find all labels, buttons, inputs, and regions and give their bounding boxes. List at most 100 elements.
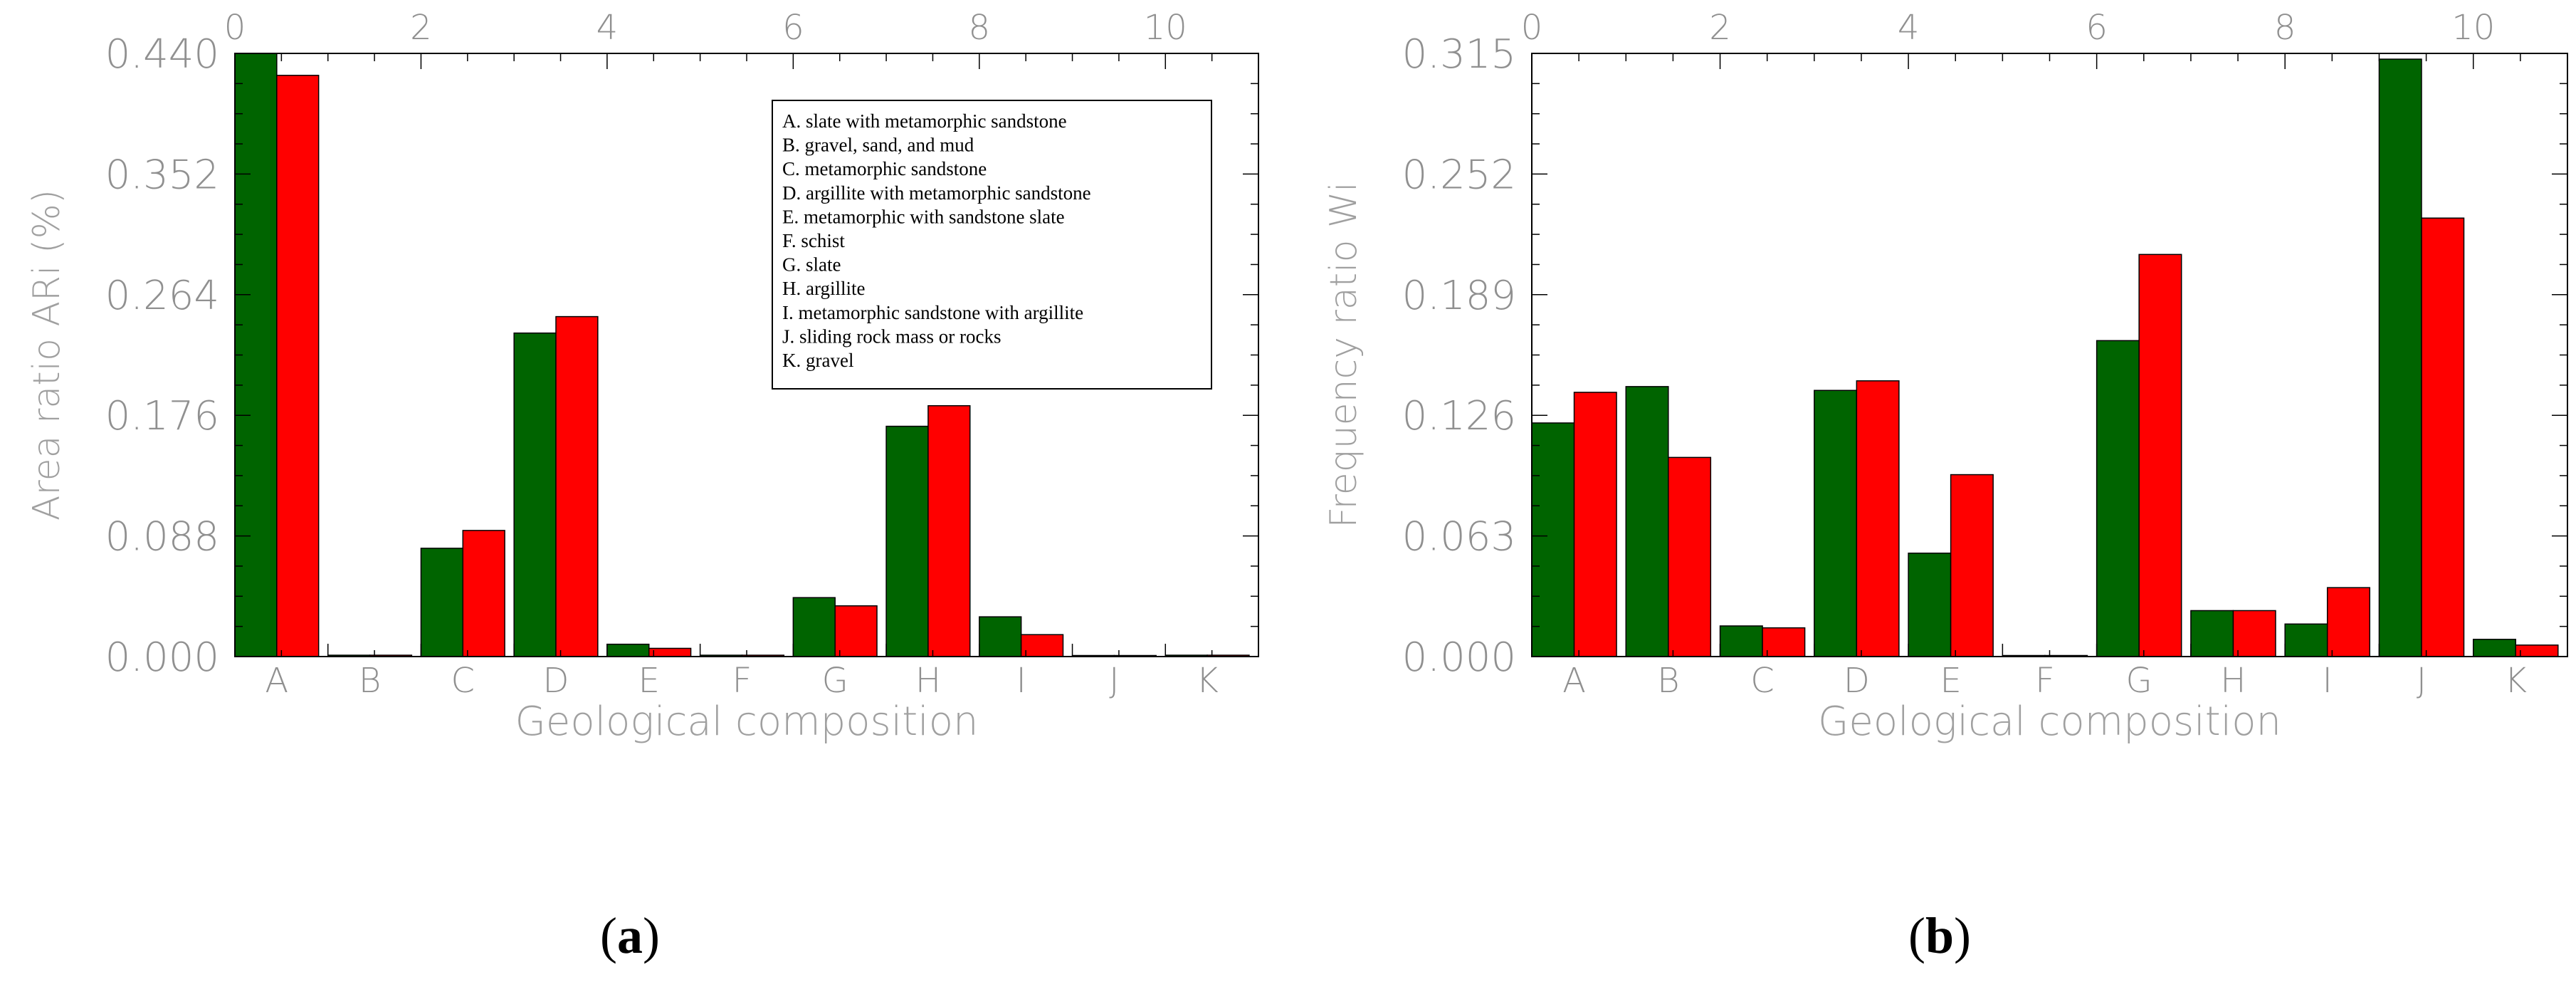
category-label: D [1844,661,1870,701]
top-tick-label: 6 [2086,8,2108,48]
legend-entry: B. gravel, sand, and mud [782,135,974,156]
bar-I-series-2 [1020,634,1064,657]
legend-entry: I. metamorphic sandstone with argillite [782,302,1083,323]
bar-H-series-1 [2190,610,2234,657]
y-tick-label: 0.088 [105,514,219,560]
bar-H-series-1 [885,425,929,657]
bar-group [1531,58,2559,657]
axis-ticks [1531,53,2568,657]
bar-A-series-2 [276,75,320,657]
category-label: C [1750,661,1775,701]
bar-B-series-2 [1668,456,1712,657]
category-label: K [1196,661,1218,701]
bar-C-series-2 [1762,627,1806,657]
top-tick-label: 4 [596,8,619,48]
y-tick-labels: 0.000 0.088 0.176 0.264 0.352 0.440 [105,31,219,681]
bar-D-series-2 [555,315,599,657]
category-label: I [1016,661,1026,701]
category-label: K [2505,661,2527,701]
bar-B-series-1 [1625,386,1669,657]
x-axis-title: Geological composition [1818,699,2281,745]
bar-A-series-1 [1531,422,1575,657]
legend-entry: K. gravel [782,350,853,371]
legend-entry: C. metamorphic sandstone [782,158,987,179]
x-axis-title: Geological composition [515,699,979,745]
category-label: A [1562,661,1586,701]
top-axis-tick-labels: 0 2 4 6 8 10 [224,8,1187,48]
bar-I-series-1 [2284,623,2328,657]
category-label: D [543,661,569,701]
legend-entry: F. schist [782,230,845,251]
bar-G-series-2 [2138,254,2182,657]
category-label: F [2035,661,2055,701]
y-tick-label: 0.352 [105,152,219,198]
bar-E-series-2 [1950,474,1994,657]
top-tick-label: 0 [224,8,246,48]
bar-I-series-2 [2326,587,2370,657]
y-tick-label: 0.063 [1402,514,1516,560]
top-tick-label: 6 [782,8,804,48]
y-tick-label: 0.315 [1402,31,1516,78]
category-label: E [1940,661,1961,701]
category-label: G [822,661,848,701]
y-tick-label: 0.000 [105,634,219,681]
y-tick-label: 0.126 [1402,393,1516,439]
legend: A. slate with metamorphic sandstone B. gr… [772,100,1212,390]
y-tick-label: 0.176 [105,393,219,439]
panel-label-a: (a) [600,907,660,964]
top-tick-label: 4 [1898,8,1920,48]
x-category-labels: A B C D E F G H I J K [265,661,1218,701]
category-label: B [359,661,381,701]
category-label: A [265,661,288,701]
legend-entry: E. metamorphic with sandstone slate [782,206,1065,227]
category-label: F [732,661,752,701]
top-tick-label: 0 [1521,8,1543,48]
bar-G-series-2 [834,605,878,657]
top-tick-label: 2 [1709,8,1731,48]
legend-entry: G. slate [782,254,841,276]
top-tick-label: 2 [410,8,432,48]
category-label: E [638,661,660,701]
bar-J-series-1 [2378,58,2422,657]
chart-panel-a: 0.000 0.088 0.176 0.264 0.352 0.440 A B C D E F G H I… [26,8,1259,745]
bar-A-series-2 [1573,392,1617,657]
y-tick-label: 0.264 [105,273,219,319]
bar-C-series-1 [1719,625,1763,657]
y-tick-label: 0.189 [1402,273,1516,319]
bar-C-series-2 [462,530,505,657]
top-tick-label: 8 [969,8,991,48]
panel-label-a-letter: a [617,907,643,964]
bar-K-series-2 [2515,644,2559,657]
legend-box [772,100,1212,390]
bar-H-series-2 [2232,610,2276,657]
bar-E-series-1 [1908,553,1952,657]
bar-D-series-1 [513,332,557,657]
bar-E-series-2 [648,647,692,657]
bar-E-series-1 [606,643,650,657]
category-label: H [915,661,941,701]
category-label: J [1109,661,1119,701]
y-axis-title: Area ratio ARi (%) [26,189,68,521]
category-label: H [2220,661,2246,701]
legend-entry: D. argillite with metamorphic sandstone [782,182,1091,204]
legend-entry: J. sliding rock mass or rocks [782,325,1001,347]
category-label: I [2323,661,2333,701]
y-tick-labels: 0.000 0.063 0.126 0.189 0.252 0.315 [1402,31,1516,681]
y-tick-label: 0.440 [105,31,219,78]
bar-C-series-1 [420,548,464,657]
category-label: G [2126,661,2152,701]
panel-label-b-letter: b [1925,907,1954,964]
bar-K-series-1 [2472,639,2517,657]
x-category-labels: A B C D E F G H I J K [1562,661,2527,701]
chart-panel-b: 0.000 0.063 0.126 0.189 0.252 0.315 A B C D E F G H I… [1323,8,2568,745]
legend-entry: A. slate with metamorphic sandstone [782,110,1067,132]
bar-H-series-2 [927,404,971,657]
legend-entry: H. argillite [782,278,865,299]
category-label: J [2417,661,2427,701]
bar-D-series-1 [1814,390,1858,657]
top-tick-label: 8 [2274,8,2296,48]
y-axis-title: Frequency ratio Wi [1323,182,1365,528]
bar-D-series-2 [1856,380,1900,657]
top-tick-label: 10 [1144,8,1187,48]
bar-G-series-1 [2096,340,2140,657]
